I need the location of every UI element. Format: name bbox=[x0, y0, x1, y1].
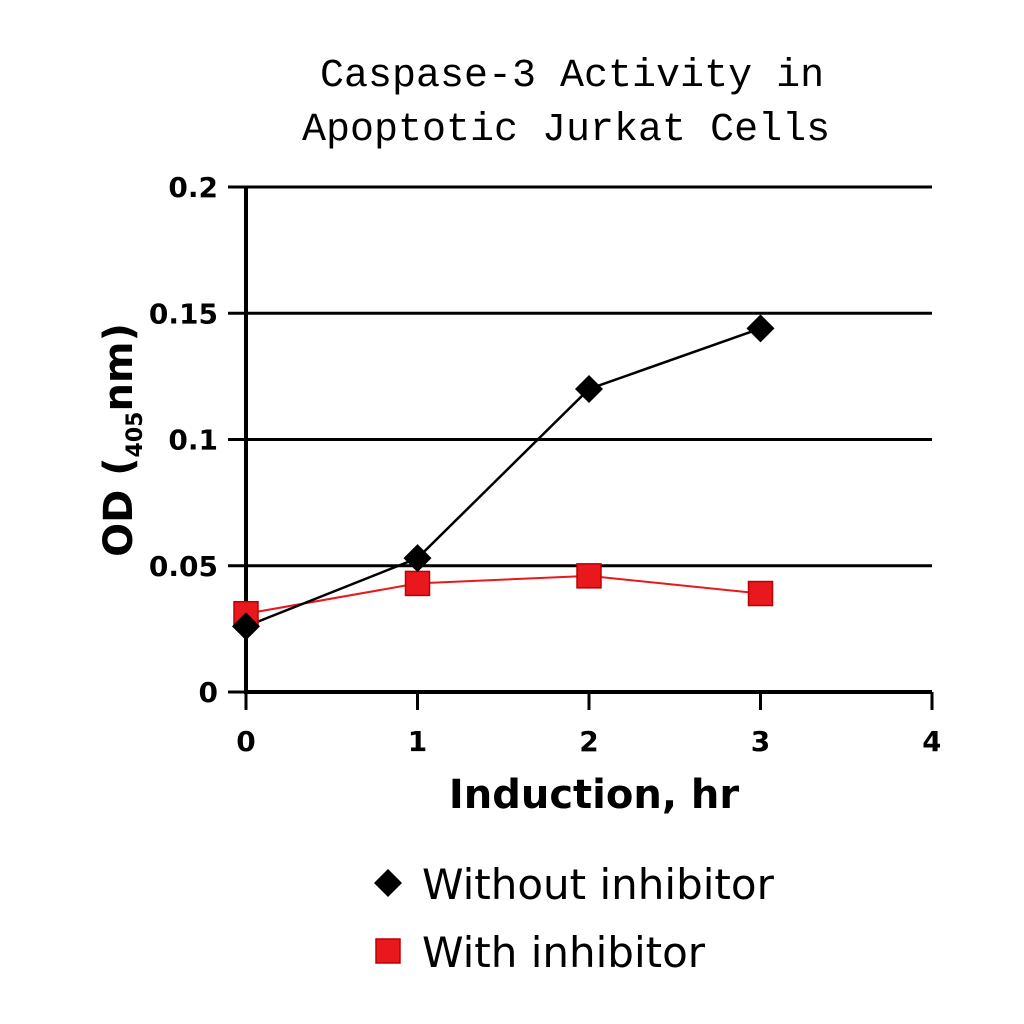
y-tick-label-0: 0 bbox=[199, 676, 218, 709]
series-line-1 bbox=[245, 574, 761, 615]
series-0-point-3 bbox=[746, 314, 775, 343]
x-tick-label-3: 3 bbox=[751, 725, 770, 758]
data-series bbox=[232, 314, 775, 641]
axes bbox=[228, 185, 934, 710]
y-axis-label: OD (405nm) bbox=[96, 323, 148, 557]
series-1-point-3 bbox=[747, 580, 774, 607]
legend: Without inhibitor With inhibitor bbox=[374, 860, 775, 977]
series-0-point-0 bbox=[232, 612, 260, 641]
series-0-point-2 bbox=[575, 375, 603, 403]
chart-title-line-1: Caspase-3 Activity in bbox=[320, 54, 824, 99]
y-tick-label-4: 0.2 bbox=[168, 171, 218, 204]
y-tick-label-3: 0.15 bbox=[149, 297, 218, 330]
y-tick-label-2: 0.1 bbox=[168, 424, 218, 457]
legend-label-0: Without inhibitor bbox=[422, 860, 775, 909]
x-tick-label-4: 4 bbox=[922, 725, 941, 758]
y-axis-label-unit: nm) bbox=[96, 323, 142, 411]
y-axis-label-main: OD ( bbox=[96, 457, 142, 556]
series-1-point-1 bbox=[404, 570, 431, 597]
x-tick-label-0: 0 bbox=[236, 725, 255, 758]
legend-label-1: With inhibitor bbox=[422, 928, 706, 977]
chart-title-line-2: Apoptotic Jurkat Cells bbox=[302, 108, 830, 153]
x-axis-label: Induction, hr bbox=[449, 772, 740, 818]
series-1-point-2 bbox=[576, 563, 602, 589]
x-tick-label-2: 2 bbox=[579, 725, 598, 758]
series-line-0 bbox=[245, 327, 761, 628]
legend-marker-0 bbox=[374, 869, 402, 897]
y-tick-label-1: 0.05 bbox=[149, 550, 218, 583]
x-tick-label-1: 1 bbox=[408, 725, 427, 758]
y-tick-labels: 0 0.05 0.1 0.15 0.2 bbox=[149, 171, 218, 709]
x-tick-labels: 0 1 2 3 4 bbox=[236, 725, 941, 758]
legend-marker-1 bbox=[375, 938, 401, 964]
series-0-point-1 bbox=[403, 544, 432, 573]
y-axis-label-subscript: 405 bbox=[123, 412, 148, 458]
